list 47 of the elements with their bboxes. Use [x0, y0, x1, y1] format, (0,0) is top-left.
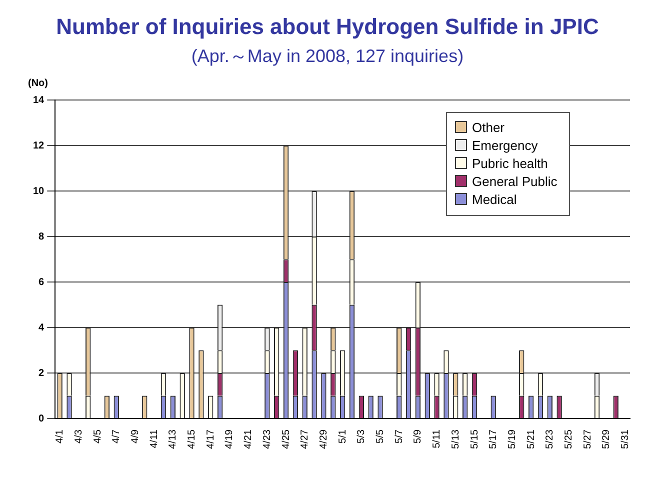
x-tick-label: 4/17: [205, 429, 216, 450]
x-tick-label: 4/27: [300, 429, 311, 450]
legend-label: Other: [472, 120, 505, 135]
y-tick-label: 8: [38, 231, 45, 242]
y-tick-label: 2: [38, 368, 45, 379]
y-tick-label: 4: [38, 322, 45, 334]
x-tick-label: 5/7: [394, 429, 405, 444]
x-tick-label: 5/3: [356, 429, 368, 444]
y-tick-label: 10: [33, 186, 45, 197]
chart-subtitle: (Apr.～May in 2008, 127 inquiries): [190, 45, 465, 68]
legend-label: Medical: [472, 192, 517, 207]
legend-label: Pubric health: [472, 156, 548, 171]
chart-title: Number of Inquiries about Hydrogen Sulfide in JPIC: [55, 14, 600, 40]
y-axis-title: (No): [28, 78, 48, 89]
x-tick-label: 4/13: [168, 429, 179, 450]
x-tick-label: 4/29: [318, 429, 330, 450]
x-tick-label: 5/27: [582, 429, 594, 450]
x-tick-label: 4/21: [243, 429, 254, 450]
x-tick-label: 5/1: [337, 429, 348, 444]
y-tick-label: 6: [38, 276, 45, 288]
x-tick-label: 5/17: [488, 429, 500, 450]
x-tick-label: 5/25: [563, 429, 574, 450]
x-tick-label: 4/3: [73, 429, 84, 444]
x-tick-label: 4/1: [54, 429, 66, 444]
x-tick-label: 4/5: [92, 429, 104, 444]
x-tick-label: 4/9: [130, 429, 141, 444]
x-tick-label: 4/11: [148, 429, 160, 448]
x-tick-label: 5/11: [432, 429, 443, 448]
x-tick-label: 4/15: [186, 429, 198, 450]
x-tick-label: 5/31: [620, 429, 632, 450]
x-tick-label: 5/23: [544, 429, 556, 450]
x-tick-label: 5/9: [412, 429, 424, 444]
x-tick-label: 5/5: [375, 429, 386, 444]
y-tick-label: 0: [38, 413, 45, 424]
x-tick-label: 5/21: [526, 429, 537, 450]
x-tick-label: 4/7: [111, 429, 122, 444]
legend-label: Emergency: [472, 138, 538, 153]
x-tick-label: 5/13: [450, 429, 462, 450]
y-tick-label: 12: [33, 140, 45, 152]
x-tick-label: 4/19: [224, 429, 236, 450]
legend-label: General Public: [472, 174, 558, 189]
x-tick-label: 5/19: [506, 429, 518, 450]
x-tick-label: 4/25: [280, 429, 292, 450]
x-tick-label: 5/15: [469, 429, 480, 450]
x-tick-label: 4/23: [262, 429, 273, 450]
x-tick-label: 5/29: [601, 429, 612, 450]
y-tick-label: 14: [33, 94, 45, 106]
